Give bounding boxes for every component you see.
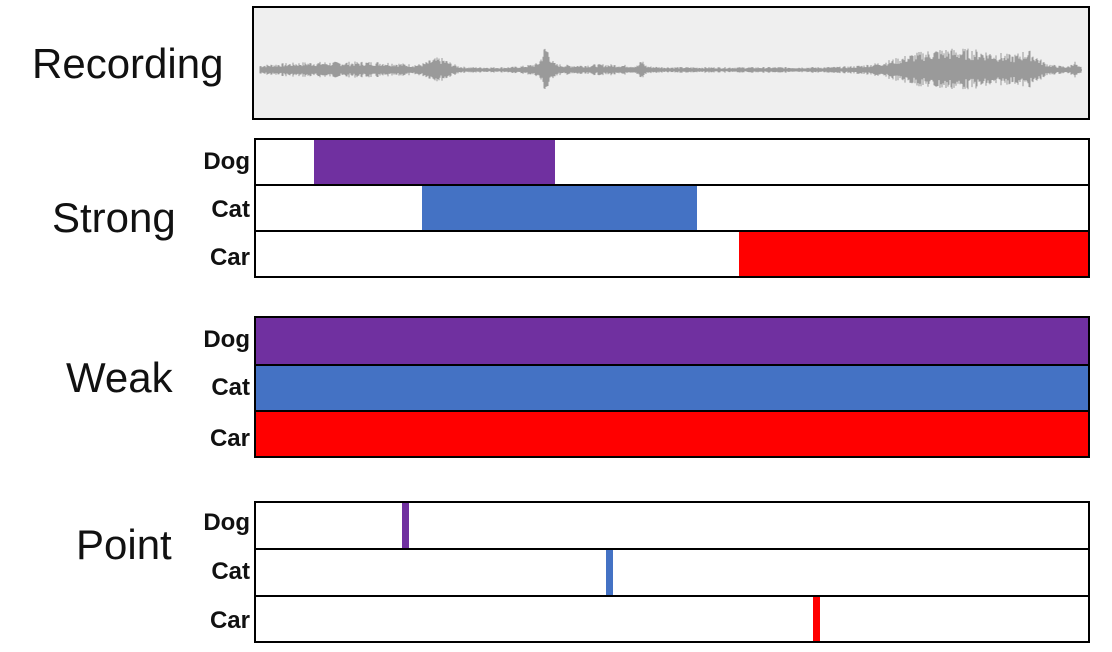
waveform	[259, 48, 1082, 90]
strong-cat-label: Cat	[211, 196, 250, 223]
weak-label: Weak	[66, 354, 173, 401]
point-label: Point	[76, 521, 172, 568]
point-dog-track	[254, 501, 1090, 551]
weak-dog-segment	[256, 318, 1088, 364]
point-car-track	[254, 595, 1090, 643]
strong-dog-track	[254, 138, 1090, 186]
weak-cat-label: Cat	[211, 374, 250, 401]
weak-dog-label: Dog	[203, 326, 250, 353]
point-dog-label: Dog	[203, 509, 250, 536]
weak-cat-track	[254, 364, 1090, 412]
point-cat-label: Cat	[211, 558, 250, 585]
waveform-trace	[259, 48, 1082, 90]
point-cat-point-marker	[606, 550, 613, 595]
strong-car-track	[254, 230, 1090, 278]
weak-car-label: Car	[209, 425, 250, 452]
point-dog-point-marker	[402, 503, 409, 549]
strong-cat-segment	[422, 186, 697, 230]
point-car-point-marker	[813, 597, 820, 641]
strong-cat-track	[254, 184, 1090, 232]
point-car-label: Car	[209, 607, 250, 634]
strong-car-label: Car	[209, 244, 250, 271]
strong-car-segment	[739, 232, 1088, 276]
weak-dog-track	[254, 316, 1090, 366]
weak-car-track	[254, 410, 1090, 458]
strong-dog-segment	[314, 140, 555, 184]
weak-cat-segment	[256, 366, 1088, 410]
recording-label: Recording	[32, 40, 224, 87]
weak-car-segment	[256, 412, 1088, 456]
recording-waveform-panel	[252, 6, 1090, 120]
strong-dog-label: Dog	[203, 148, 250, 175]
point-cat-track	[254, 548, 1090, 597]
strong-label: Strong	[52, 194, 176, 241]
